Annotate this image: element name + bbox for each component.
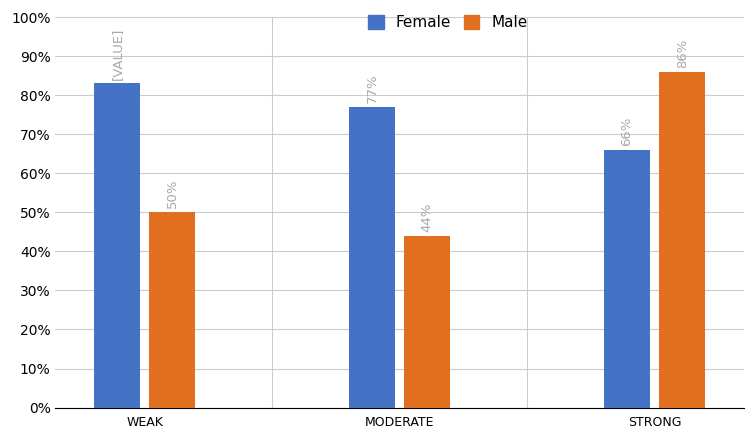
Bar [404,236,450,407]
Legend: Female, Male: Female, Male [362,9,533,37]
Text: [VALUE]: [VALUE] [111,27,124,80]
Bar [350,107,395,407]
Bar [659,72,705,407]
Bar [604,150,650,407]
Text: 44%: 44% [421,202,433,232]
Text: 77%: 77% [365,73,379,103]
Text: 66%: 66% [621,117,633,146]
Bar [94,84,140,407]
Text: 86%: 86% [676,38,689,68]
Bar [149,212,196,407]
Text: 50%: 50% [166,179,179,209]
